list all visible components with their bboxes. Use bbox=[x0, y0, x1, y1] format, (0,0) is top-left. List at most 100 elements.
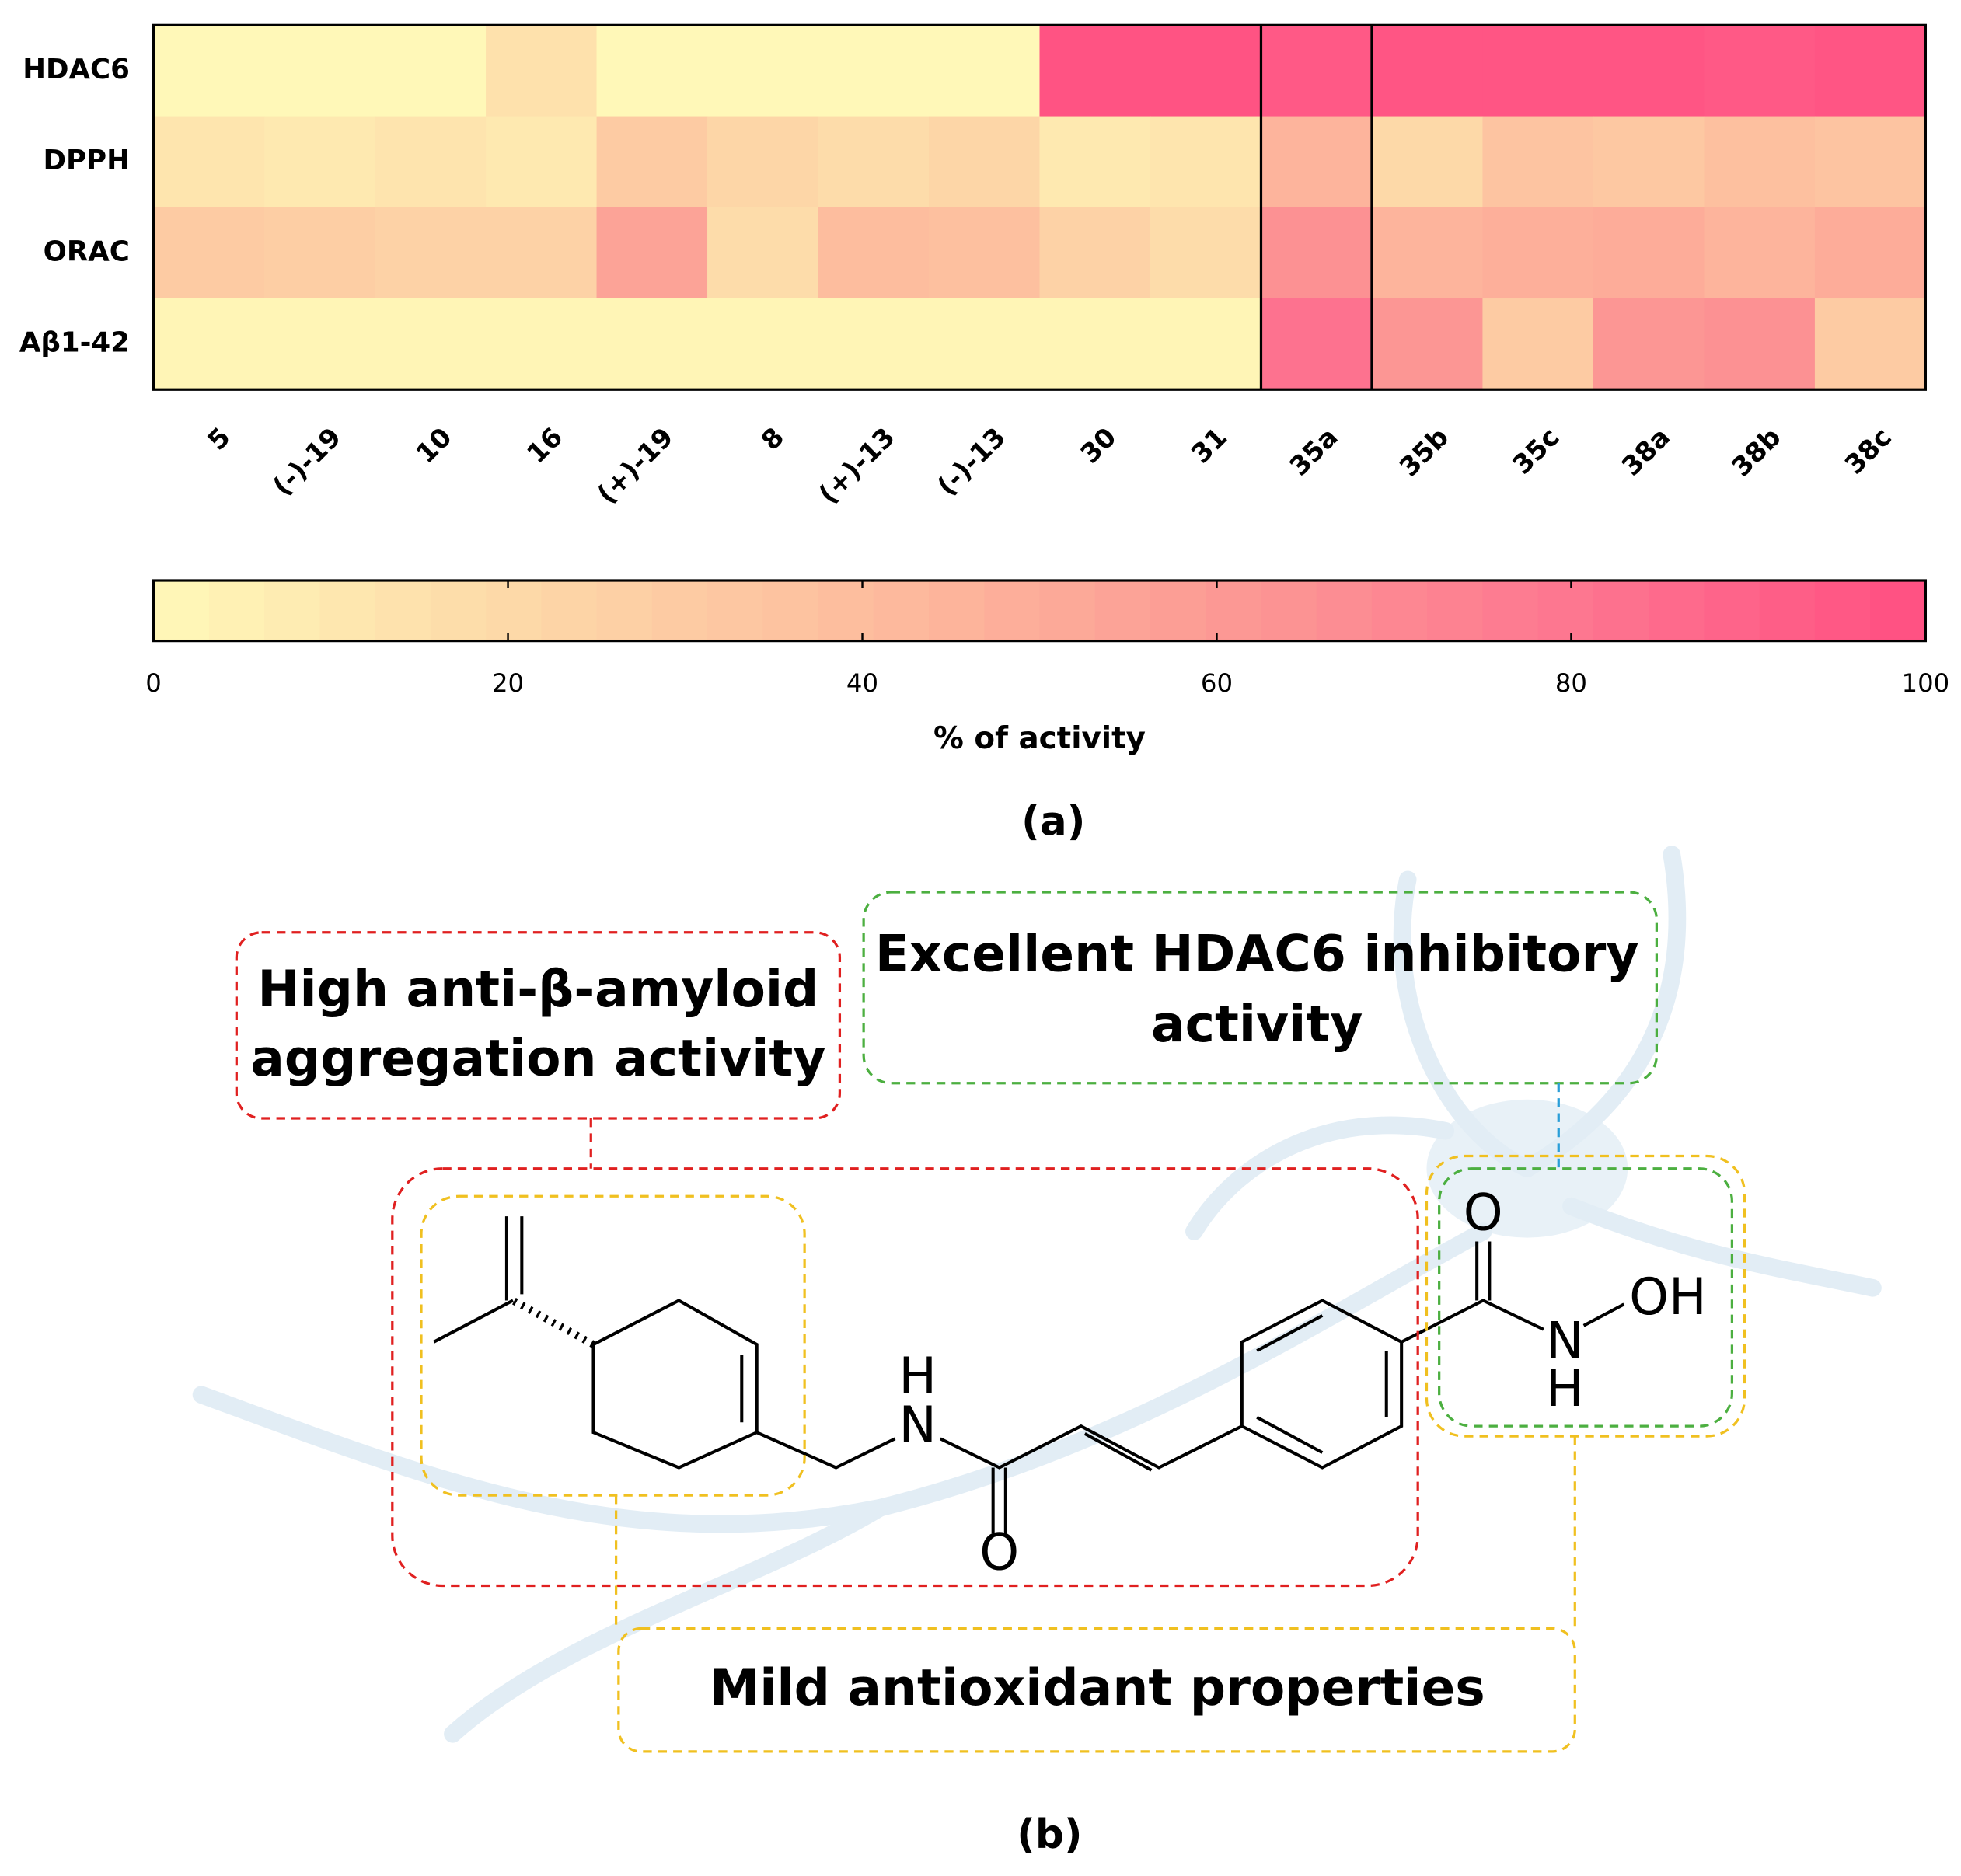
annotation: activity bbox=[1151, 996, 1363, 1054]
heatmap-cell bbox=[375, 207, 487, 299]
atom-label: OH bbox=[1629, 1268, 1707, 1327]
heatmap-cell bbox=[1150, 25, 1262, 117]
atom-label: H bbox=[1546, 1360, 1584, 1418]
column-label: 38a bbox=[1616, 422, 1677, 483]
atom-label: O bbox=[1464, 1184, 1503, 1243]
heatmap-cell bbox=[929, 116, 1041, 208]
column-label: 16 bbox=[521, 422, 569, 470]
heatmap-cell bbox=[929, 207, 1041, 299]
colorbar-step bbox=[1427, 580, 1484, 641]
heatmap-cell bbox=[596, 25, 708, 117]
colorbar-step bbox=[873, 580, 930, 641]
heatmap-cell bbox=[486, 298, 598, 391]
heatmap-cell bbox=[818, 298, 930, 391]
heatmap-cell bbox=[486, 116, 598, 208]
panel-label: (b) bbox=[1017, 1811, 1082, 1858]
column-label: (+)-19 bbox=[591, 422, 680, 511]
heatmap-cell bbox=[1814, 207, 1927, 299]
heatmap-cell bbox=[707, 207, 819, 299]
heatmap-cell bbox=[1593, 25, 1705, 117]
heatmap-cell bbox=[1704, 207, 1816, 299]
neuron-background bbox=[192, 846, 1882, 1743]
column-label: (-)-19 bbox=[267, 422, 348, 503]
colorbar-step bbox=[208, 580, 265, 641]
column-label: 31 bbox=[1185, 422, 1233, 470]
heatmap-cell bbox=[707, 25, 819, 117]
heatmap-cell bbox=[1482, 298, 1594, 391]
heatmap-cell bbox=[153, 116, 265, 208]
atom-label: O bbox=[979, 1523, 1019, 1581]
heatmap-cell bbox=[1150, 298, 1262, 391]
heatmap-cell bbox=[1039, 116, 1151, 208]
colorbar-step bbox=[375, 580, 431, 641]
molecule bbox=[433, 1216, 1625, 1533]
colorbar-step bbox=[651, 580, 708, 641]
colorbar-step bbox=[1537, 580, 1594, 641]
heatmap-cell bbox=[486, 207, 598, 299]
colorbar-tick-label: 0 bbox=[145, 668, 162, 698]
heatmap-cell bbox=[1371, 298, 1484, 391]
colorbar-tick-label: 80 bbox=[1555, 668, 1587, 698]
colorbar-step bbox=[319, 580, 376, 641]
column-label: 35c bbox=[1506, 422, 1565, 481]
column-label: 35b bbox=[1394, 422, 1455, 483]
heatmap-cell bbox=[153, 298, 265, 391]
atom-label: H bbox=[899, 1348, 937, 1406]
column-label: (-)-13 bbox=[931, 422, 1012, 503]
colorbar-step bbox=[1759, 580, 1816, 641]
heatmap-frame bbox=[152, 23, 1928, 391]
colorbar-step bbox=[984, 580, 1041, 641]
heatmap-cell bbox=[1593, 116, 1705, 208]
heatmap-cell bbox=[1593, 207, 1705, 299]
heatmap-cell bbox=[1039, 25, 1151, 117]
colorbar-step bbox=[264, 580, 321, 641]
colorbar-step bbox=[707, 580, 764, 641]
colorbar-tick-label: 20 bbox=[492, 668, 524, 698]
column-label: 35a bbox=[1284, 422, 1345, 483]
colorbar-step bbox=[1482, 580, 1539, 641]
colorbar-tick-label: 40 bbox=[846, 668, 878, 698]
colorbar-step bbox=[1814, 580, 1871, 641]
heatmap-cell bbox=[375, 116, 487, 208]
row-label: HDAC6 bbox=[23, 54, 130, 85]
heatmap-cell bbox=[1261, 25, 1373, 117]
heatmap-cell bbox=[818, 207, 930, 299]
heatmap-cell bbox=[596, 116, 708, 208]
heatmap-cell bbox=[596, 207, 708, 299]
heatmap-cell bbox=[153, 25, 265, 117]
colorbar-step bbox=[1039, 580, 1096, 641]
colorbar-tick-label: 60 bbox=[1201, 668, 1233, 698]
dashed-boxes bbox=[235, 891, 1746, 1753]
colorbar-step bbox=[929, 580, 986, 641]
colorbar-step bbox=[1371, 580, 1429, 641]
annotation: Excellent HDAC6 inhibitory bbox=[875, 926, 1639, 984]
heatmap-cell bbox=[1371, 25, 1484, 117]
colorbar-step bbox=[1094, 580, 1151, 641]
colorbar-tick-label: 100 bbox=[1902, 668, 1950, 698]
annotation: aggregation activity bbox=[250, 1030, 825, 1088]
colorbar-step bbox=[1316, 580, 1373, 641]
annotation-texts: High anti-β-amyloid aggregation activity… bbox=[250, 926, 1638, 1717]
heatmap-cell bbox=[264, 25, 376, 117]
heatmap-panel: HDAC6 DPPH ORAC Aβ1-42 5 (-)-19 10 16 (+)-19 8 (+)… bbox=[19, 23, 1950, 756]
heatmap-cell bbox=[1482, 116, 1594, 208]
heatmap-cell bbox=[1039, 298, 1151, 391]
heatmap-cell bbox=[264, 207, 376, 299]
heatmap-cell bbox=[1593, 298, 1705, 391]
column-label: 5 bbox=[202, 422, 237, 457]
heatmap-cell bbox=[707, 116, 819, 208]
heatmap-cell bbox=[818, 116, 930, 208]
column-label: 8 bbox=[755, 422, 790, 457]
row-label: DPPH bbox=[43, 145, 129, 176]
colorbar-frame bbox=[152, 579, 1928, 643]
heatmap-cell bbox=[1704, 116, 1816, 208]
colorbar-step bbox=[1649, 580, 1705, 641]
heatmap-cell bbox=[707, 298, 819, 391]
row-label: Aβ1-42 bbox=[19, 327, 130, 359]
colorbar-step bbox=[153, 580, 210, 641]
heatmap-cell bbox=[1261, 298, 1373, 391]
heatmap-cell bbox=[1482, 207, 1594, 299]
heatmap-cell bbox=[1150, 116, 1262, 208]
